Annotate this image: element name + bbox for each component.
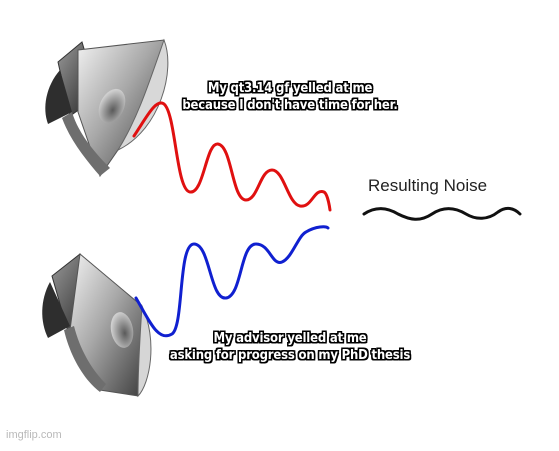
bottom-caption: My advisor yelled at me asking for progr… xyxy=(140,330,440,364)
resulting-noise-wave xyxy=(362,206,522,221)
watermark: imgflip.com xyxy=(6,429,62,441)
red-sound-wave xyxy=(132,101,332,212)
resulting-noise-label: Resulting Noise xyxy=(368,176,488,195)
bottom-caption-line2: asking for progress on my PhD thesis xyxy=(169,348,411,363)
blue-sound-wave xyxy=(134,225,330,338)
speaker-icon xyxy=(42,253,152,398)
top-caption: My qt3.14 gf yelled at me because I don'… xyxy=(160,80,420,114)
speaker-icon xyxy=(45,38,169,178)
bottom-caption-line1: My advisor yelled at me xyxy=(213,331,367,346)
top-caption-line1: My qt3.14 gf yelled at me xyxy=(207,81,373,96)
top-caption-line2: because I don't have time for her. xyxy=(182,98,398,113)
